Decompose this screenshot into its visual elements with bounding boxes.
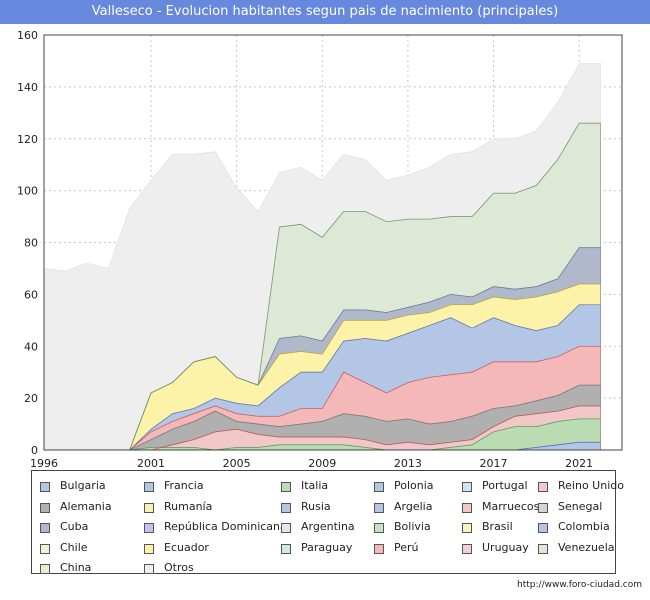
legend-swatch bbox=[281, 482, 291, 492]
legend-swatch bbox=[144, 543, 154, 554]
legend-label: Francia bbox=[164, 479, 204, 492]
y-tick-label: 140 bbox=[17, 81, 38, 94]
legend-swatch bbox=[144, 523, 154, 533]
y-tick-label: 100 bbox=[17, 185, 38, 198]
legend-label: Rumanía bbox=[164, 499, 213, 513]
legend-swatch bbox=[281, 502, 291, 513]
legend-swatch bbox=[40, 482, 50, 492]
legend-swatch bbox=[462, 523, 472, 533]
series-line-venezuela bbox=[44, 122, 601, 451]
x-tick-label: 2013 bbox=[394, 457, 422, 470]
legend-label: Chile bbox=[60, 540, 88, 554]
legend-swatch bbox=[374, 502, 384, 513]
x-tick-label: 2009 bbox=[308, 457, 336, 470]
legend-label: Polonia bbox=[394, 479, 434, 492]
series-line-italia bbox=[44, 418, 601, 451]
y-tick-label: 40 bbox=[24, 340, 38, 353]
legend-label: Uruguay bbox=[482, 540, 529, 554]
legend-label: Otros bbox=[164, 561, 194, 574]
legend-swatch bbox=[40, 543, 50, 554]
legend-label: Cuba bbox=[60, 520, 89, 533]
legend-swatch bbox=[144, 482, 154, 492]
series-line-per- bbox=[44, 345, 601, 451]
legend-swatch bbox=[538, 482, 548, 492]
legend-label: Italia bbox=[301, 479, 329, 492]
legend-swatch bbox=[40, 564, 50, 574]
legend-label: Senegal bbox=[558, 499, 603, 513]
y-tick-label: 80 bbox=[24, 237, 38, 250]
legend-label: Ecuador bbox=[164, 540, 209, 554]
y-tick-label: 60 bbox=[24, 288, 38, 301]
legend-swatch bbox=[144, 564, 154, 574]
legend-swatch bbox=[538, 543, 548, 554]
legend-label: Portugal bbox=[482, 479, 528, 492]
legend-swatch bbox=[462, 502, 472, 513]
legend-swatch bbox=[40, 523, 50, 533]
y-tick-label: 120 bbox=[17, 133, 38, 146]
plot-frame bbox=[43, 34, 623, 451]
x-tick-label: 1996 bbox=[30, 457, 58, 470]
legend-label: Paraguay bbox=[301, 540, 353, 554]
legend-swatch bbox=[281, 543, 291, 554]
legend-label: China bbox=[60, 561, 92, 574]
legend-swatch bbox=[462, 482, 472, 492]
legend-swatch bbox=[462, 543, 472, 554]
legend-label: Reino Unido bbox=[558, 479, 624, 492]
y-tick-label: 20 bbox=[24, 392, 38, 405]
y-tick-label: 160 bbox=[17, 29, 38, 42]
legend-label: Alemania bbox=[60, 499, 112, 513]
legend-swatch bbox=[538, 523, 548, 533]
chart-title: Valleseco - Evolucion habitantes segun p… bbox=[0, 0, 650, 24]
legend-swatch bbox=[40, 502, 50, 513]
y-tick-label: 0 bbox=[31, 444, 38, 457]
legend-label: República Dominicana bbox=[164, 520, 287, 533]
chart-legend: Bulgaria Francia Italia Polonia Portugal Rein… bbox=[31, 470, 624, 574]
legend-label: Rusia bbox=[301, 499, 331, 513]
footer-url[interactable]: http://www.foro-ciudad.com bbox=[517, 580, 642, 590]
legend-label: Brasil bbox=[482, 520, 513, 533]
legend-label: Argelia bbox=[394, 499, 433, 513]
x-tick-label: 2021 bbox=[565, 457, 593, 470]
series-line-alemania bbox=[44, 384, 601, 451]
legend-label: Venezuela bbox=[558, 540, 615, 554]
legend-label: Bulgaria bbox=[60, 479, 106, 492]
legend-label: Perú bbox=[394, 540, 419, 554]
legend-swatch bbox=[281, 523, 291, 533]
legend-label: Argentina bbox=[301, 520, 355, 533]
legend-swatch bbox=[144, 502, 154, 513]
legend-label: Colombia bbox=[558, 520, 610, 533]
x-tick-label: 2005 bbox=[223, 457, 251, 470]
legend-swatch bbox=[374, 482, 384, 492]
x-tick-label: 2001 bbox=[137, 457, 165, 470]
legend-label: Marruecos bbox=[482, 499, 540, 513]
legend-label: Bolivia bbox=[394, 520, 431, 533]
x-tick-label: 2017 bbox=[480, 457, 508, 470]
legend-swatch bbox=[374, 523, 384, 533]
legend-swatch bbox=[538, 502, 548, 513]
series-line-colombia bbox=[44, 304, 601, 451]
legend-swatch bbox=[374, 543, 384, 554]
